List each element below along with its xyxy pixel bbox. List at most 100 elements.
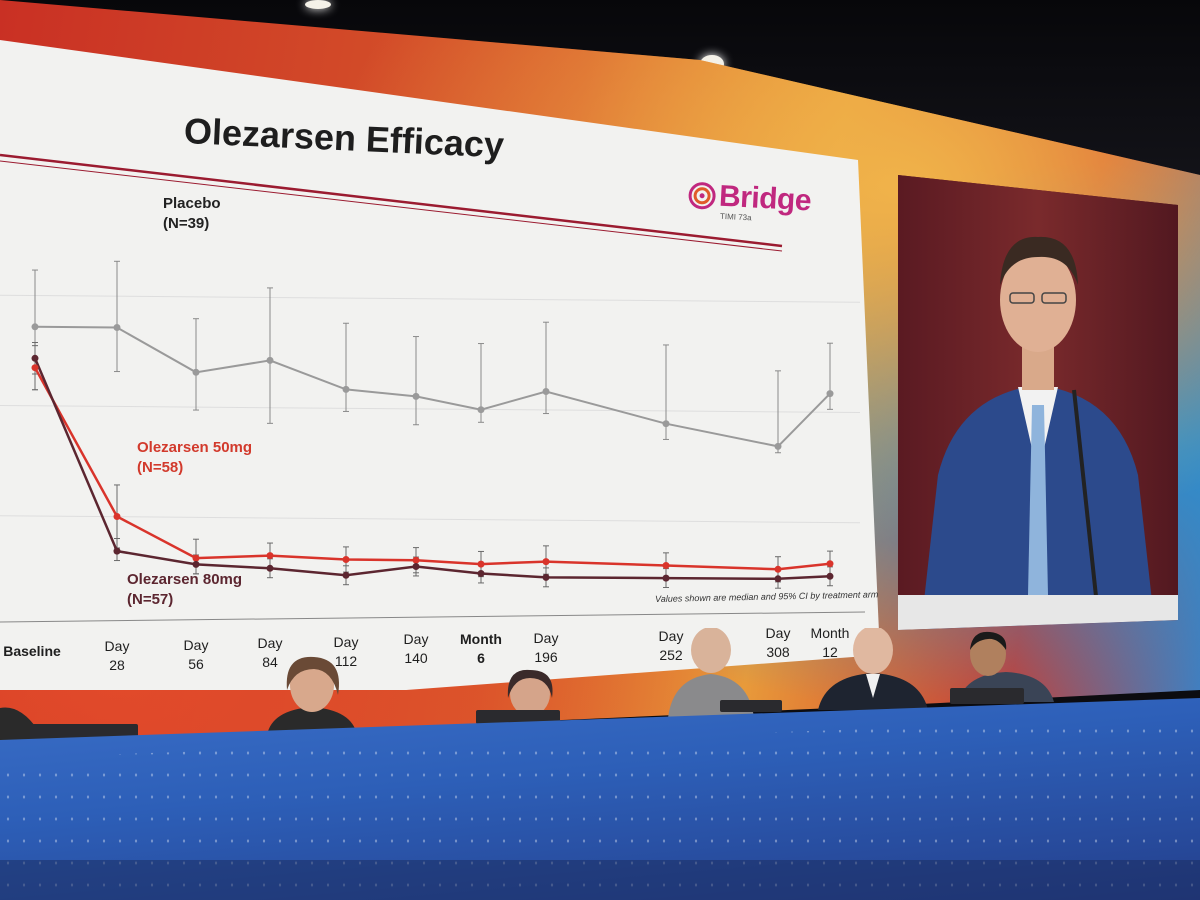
placebo-point bbox=[31, 323, 39, 331]
placebo-point bbox=[477, 406, 485, 414]
panelist bbox=[818, 626, 928, 710]
olezarsen-80mg-point bbox=[31, 354, 39, 362]
grid-layer bbox=[0, 294, 861, 524]
placebo-point bbox=[542, 388, 550, 395]
x-tick-label: Baseline bbox=[0, 642, 72, 661]
olezarsen-50mg-point bbox=[342, 556, 350, 563]
panelist-figure bbox=[818, 626, 928, 710]
grid-line bbox=[0, 405, 861, 413]
x-tick-label: Day 252 bbox=[631, 627, 711, 665]
placebo-point bbox=[662, 420, 670, 428]
speaker-figure bbox=[918, 236, 1158, 630]
olezarsen-80mg-n: (N=57) bbox=[127, 591, 174, 608]
presentation-slide bbox=[0, 40, 880, 690]
title-rule bbox=[0, 153, 783, 248]
olezarsen-80mg-point bbox=[662, 574, 670, 582]
olezarsen-80mg-point bbox=[342, 571, 350, 579]
bridge-logo-icon bbox=[688, 182, 716, 210]
placebo-line bbox=[34, 325, 831, 448]
x-tick-label-bottom: 12 bbox=[822, 644, 838, 660]
series-points bbox=[31, 323, 834, 583]
olezarsen-50mg-point bbox=[412, 556, 420, 564]
x-tick-label: Day 28 bbox=[77, 637, 157, 675]
placebo-name: Placebo bbox=[163, 195, 221, 212]
x-tick-label-top: Month bbox=[460, 631, 502, 647]
x-tick-label-top: Baseline bbox=[3, 643, 61, 659]
olezarsen-80mg-point bbox=[113, 547, 121, 555]
bridge-logo: Bridge TIMI 73a bbox=[686, 178, 812, 222]
grid-line bbox=[0, 294, 861, 303]
olezarsen-50mg-name: Olezarsen 50mg bbox=[137, 439, 253, 456]
x-tick-label-top: Day bbox=[658, 628, 684, 644]
placebo-point bbox=[412, 392, 420, 400]
olezarsen-80mg-point bbox=[266, 564, 274, 572]
x-tick-label-top: Day bbox=[765, 625, 791, 641]
title-rule-thin bbox=[0, 160, 783, 252]
olezarsen-80mg-label: Olezarsen 80mg (N=57) bbox=[127, 570, 242, 610]
speaker-video-feed bbox=[898, 175, 1178, 630]
panelist bbox=[0, 700, 38, 748]
olezarsen-80mg-point bbox=[542, 573, 550, 581]
placebo-n: (N=39) bbox=[163, 215, 210, 232]
x-tick-label-bottom: 112 bbox=[334, 653, 358, 669]
olezarsen-50mg-point bbox=[774, 565, 782, 573]
olezarsen-80mg-point bbox=[477, 570, 485, 577]
x-tick-label-top: Month bbox=[810, 625, 850, 641]
panelist-figure bbox=[267, 656, 357, 735]
olezarsen-80mg-name: Olezarsen 80mg bbox=[127, 571, 243, 588]
placebo-point bbox=[266, 356, 274, 364]
olezarsen-50mg-point bbox=[477, 560, 485, 568]
ceiling-light bbox=[305, 0, 331, 9]
placebo-point bbox=[342, 385, 350, 393]
laptop bbox=[950, 688, 1024, 704]
olezarsen-50mg-point bbox=[113, 513, 121, 520]
olezarsen-50mg-point bbox=[192, 554, 200, 562]
x-tick-label: Day 56 bbox=[156, 636, 236, 674]
x-tick-label-bottom: 308 bbox=[766, 644, 790, 660]
placebo-point bbox=[826, 390, 834, 398]
placebo-label: Placebo (N=39) bbox=[163, 194, 221, 234]
olezarsen-50mg-point bbox=[542, 558, 550, 566]
x-tick-label: Day 140 bbox=[376, 630, 456, 668]
x-tick-label: Day 84 bbox=[230, 634, 310, 672]
panelist-figure bbox=[507, 669, 553, 716]
x-tick-label: Month 12 bbox=[790, 624, 870, 662]
olezarsen-50mg-point bbox=[826, 560, 834, 568]
x-tick-label-top: Day bbox=[333, 634, 359, 650]
x-tick-label-top: Day bbox=[104, 638, 130, 654]
grid-line bbox=[0, 515, 861, 524]
olezarsen-80mg-point bbox=[192, 560, 200, 568]
panelist bbox=[262, 655, 362, 735]
x-tick-label-bottom: 6 bbox=[477, 650, 485, 666]
olezarsen-50mg-label: Olezarsen 50mg (N=58) bbox=[137, 438, 252, 478]
olezarsen-80mg-point bbox=[412, 563, 420, 570]
laptop bbox=[720, 700, 782, 712]
x-tick-label-bottom: 84 bbox=[262, 654, 278, 670]
x-tick-label: Day 308 bbox=[738, 624, 818, 662]
error-bars bbox=[32, 260, 833, 589]
placebo-point bbox=[774, 442, 782, 450]
olezarsen-80mg-point bbox=[826, 572, 834, 580]
x-tick-label-top: Day bbox=[533, 630, 559, 646]
x-tick-label: Day 112 bbox=[306, 633, 386, 671]
olezarsen-80mg-point bbox=[774, 575, 782, 583]
placebo-point bbox=[113, 324, 121, 331]
x-tick-label-top: Day bbox=[183, 637, 209, 653]
stage-floor bbox=[0, 860, 1200, 900]
x-tick-label-bottom: 28 bbox=[109, 657, 125, 673]
olezarsen-50mg-point bbox=[266, 552, 274, 560]
x-axis-line bbox=[0, 611, 866, 623]
x-tick-label-bottom: 252 bbox=[659, 647, 683, 663]
x-tick-label-bottom: 140 bbox=[404, 650, 428, 666]
panelist-figure bbox=[0, 707, 38, 748]
panelist bbox=[498, 668, 562, 718]
x-tick-label-bottom: 196 bbox=[534, 649, 558, 665]
olezarsen-50mg-point bbox=[31, 364, 39, 372]
x-tick-label-top: Day bbox=[403, 631, 429, 647]
olezarsen-50mg-point bbox=[662, 562, 670, 569]
olezarsen-50mg-n: (N=58) bbox=[137, 459, 184, 476]
x-tick-label: Month 6 bbox=[441, 630, 521, 668]
x-tick-label-bottom: 56 bbox=[188, 656, 204, 672]
laptop bbox=[476, 710, 560, 724]
